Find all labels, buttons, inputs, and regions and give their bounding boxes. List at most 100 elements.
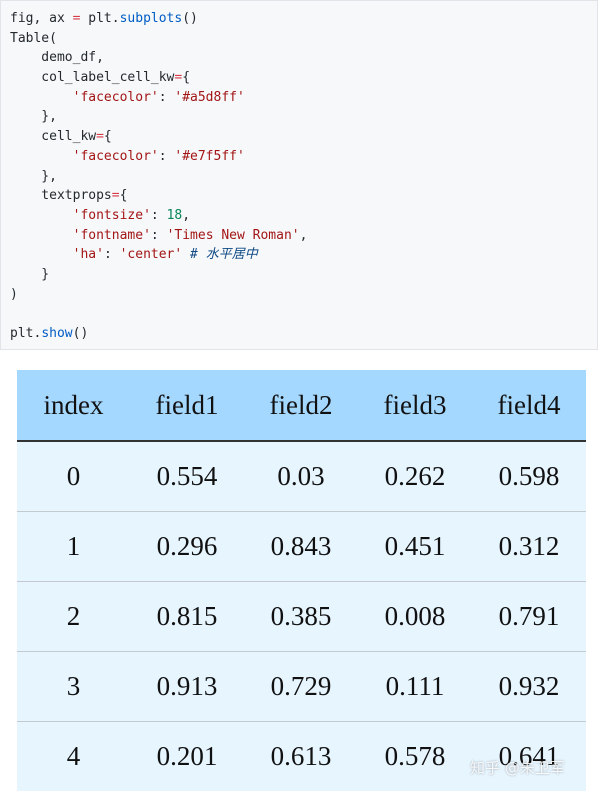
code-token: cell_kw [10,129,97,145]
code-token: 'ha' [72,247,104,263]
code-token: fig, ax [10,11,73,26]
table-cell: 0.312 [498,531,560,561]
watermark-text: 知乎 @朱卫军 [470,759,565,777]
table-cell: 0.451 [384,531,446,561]
code-token: 18 [166,207,183,223]
table-cell: 0.613 [270,741,332,771]
table-cell: 0.385 [270,601,332,631]
code-token: }, [10,168,57,184]
table-row: 0 0.554 0.03 0.262 0.598 [17,442,586,512]
code-token: : [103,247,120,263]
code-token: '#a5d8ff' [174,89,245,105]
code-line: col_label_cell_kw={ [10,68,597,88]
code-line: Table( [10,29,597,49]
code-token [10,247,73,262]
table-cell: 4 [66,741,81,771]
code-token: , [182,207,191,223]
table-cell: 0.913 [156,671,218,701]
code-block: fig, ax = plt.subplots() Table( demo_df, … [0,0,598,350]
code-token: : [158,89,175,105]
code-line: plt.show() [10,324,597,344]
code-line: 'fontname': 'Times New Roman', [10,226,597,246]
code-token: , [299,227,308,243]
table-cell: 0.843 [270,531,332,561]
code-line: 'facecolor': '#e7f5ff' [10,147,597,167]
code-token: 'facecolor' [72,148,159,164]
code-token: { [103,129,112,145]
code-token [10,90,73,105]
table-cell: 0.791 [498,601,560,631]
code-token: ) [10,286,18,302]
table-cell: 0.03 [277,461,325,491]
code-token: = [111,188,120,204]
table-row: 4 0.201 0.613 0.578 0.641 [17,722,586,791]
code-token: { [119,188,128,204]
table-cell: 2 [66,601,81,631]
table-cell: 0.262 [384,461,446,491]
code-token: { [182,70,191,86]
code-token [10,149,73,164]
column-header-field1: field1 [155,389,219,420]
code-token: : [158,148,175,164]
code-token: subplots [119,11,183,26]
table-cell: 1 [66,531,81,561]
column-header-field3: field3 [383,389,447,420]
code-token: plt. [80,11,120,26]
code-line: } [10,265,597,285]
code-token [10,228,73,243]
code-token: # 水平居中 [190,247,258,263]
code-token: }, [10,109,57,125]
code-token: = [72,11,81,26]
code-token: col_label_cell_kw [10,70,175,86]
code-line: ) [10,285,597,305]
code-token: 'fontsize' [72,207,151,223]
table-row: 3 0.913 0.729 0.111 0.932 [17,652,586,722]
code-line: 'ha': 'center' # 水平居中 [10,245,597,265]
table-cell: 0.578 [384,741,446,771]
column-header-index: index [43,389,104,420]
table-cell: 0.201 [156,741,218,771]
table-cell: 0.296 [156,531,218,561]
code-token [182,247,190,262]
code-line: 'fontsize': 18, [10,206,597,226]
code-token: : [150,227,167,243]
code-token: } [10,266,50,282]
code-line: cell_kw={ [10,127,597,147]
table-cell: 0.008 [384,601,446,631]
code-token: textprops [10,188,112,204]
column-header-field2: field2 [269,389,333,420]
code-token: () [72,326,89,341]
code-token: = [96,129,104,145]
code-token: = [174,70,183,86]
code-token: 'center' [119,247,183,263]
table-row: 1 0.296 0.843 0.451 0.312 [17,512,586,582]
code-token: : [150,207,167,223]
table-cell: 0.111 [385,671,445,701]
code-token: plt. [10,326,42,341]
code-token: demo_df, [10,50,104,66]
code-token: 'facecolor' [72,89,159,105]
column-header-field4: field4 [497,389,561,420]
table-cell: 0 [66,461,81,491]
code-line: }, [10,107,597,127]
table-cell: 0.729 [270,671,332,701]
code-line: }, [10,167,597,187]
table-cell: 0.641 [498,741,560,771]
table-cell: 0.554 [156,461,218,491]
code-token: 'fontname' [72,227,151,243]
code-token: Table( [10,30,57,46]
code-token: show [41,326,73,341]
code-line: demo_df, [10,48,597,68]
code-token [10,208,73,223]
table-cell: 0.815 [156,601,218,631]
code-token: 'Times New Roman' [166,227,300,243]
rendered-table: index field1 field2 field3 field4 0 0.55… [17,370,586,791]
table-cell: 0.598 [498,461,560,491]
code-token: () [182,11,198,26]
code-line: textprops={ [10,186,597,206]
table-cell: 3 [66,671,81,701]
code-token: '#e7f5ff' [174,148,245,164]
code-line: 'facecolor': '#a5d8ff' [10,88,597,108]
table-cell: 0.932 [498,671,560,701]
table-row: 2 0.815 0.385 0.008 0.791 [17,582,586,652]
